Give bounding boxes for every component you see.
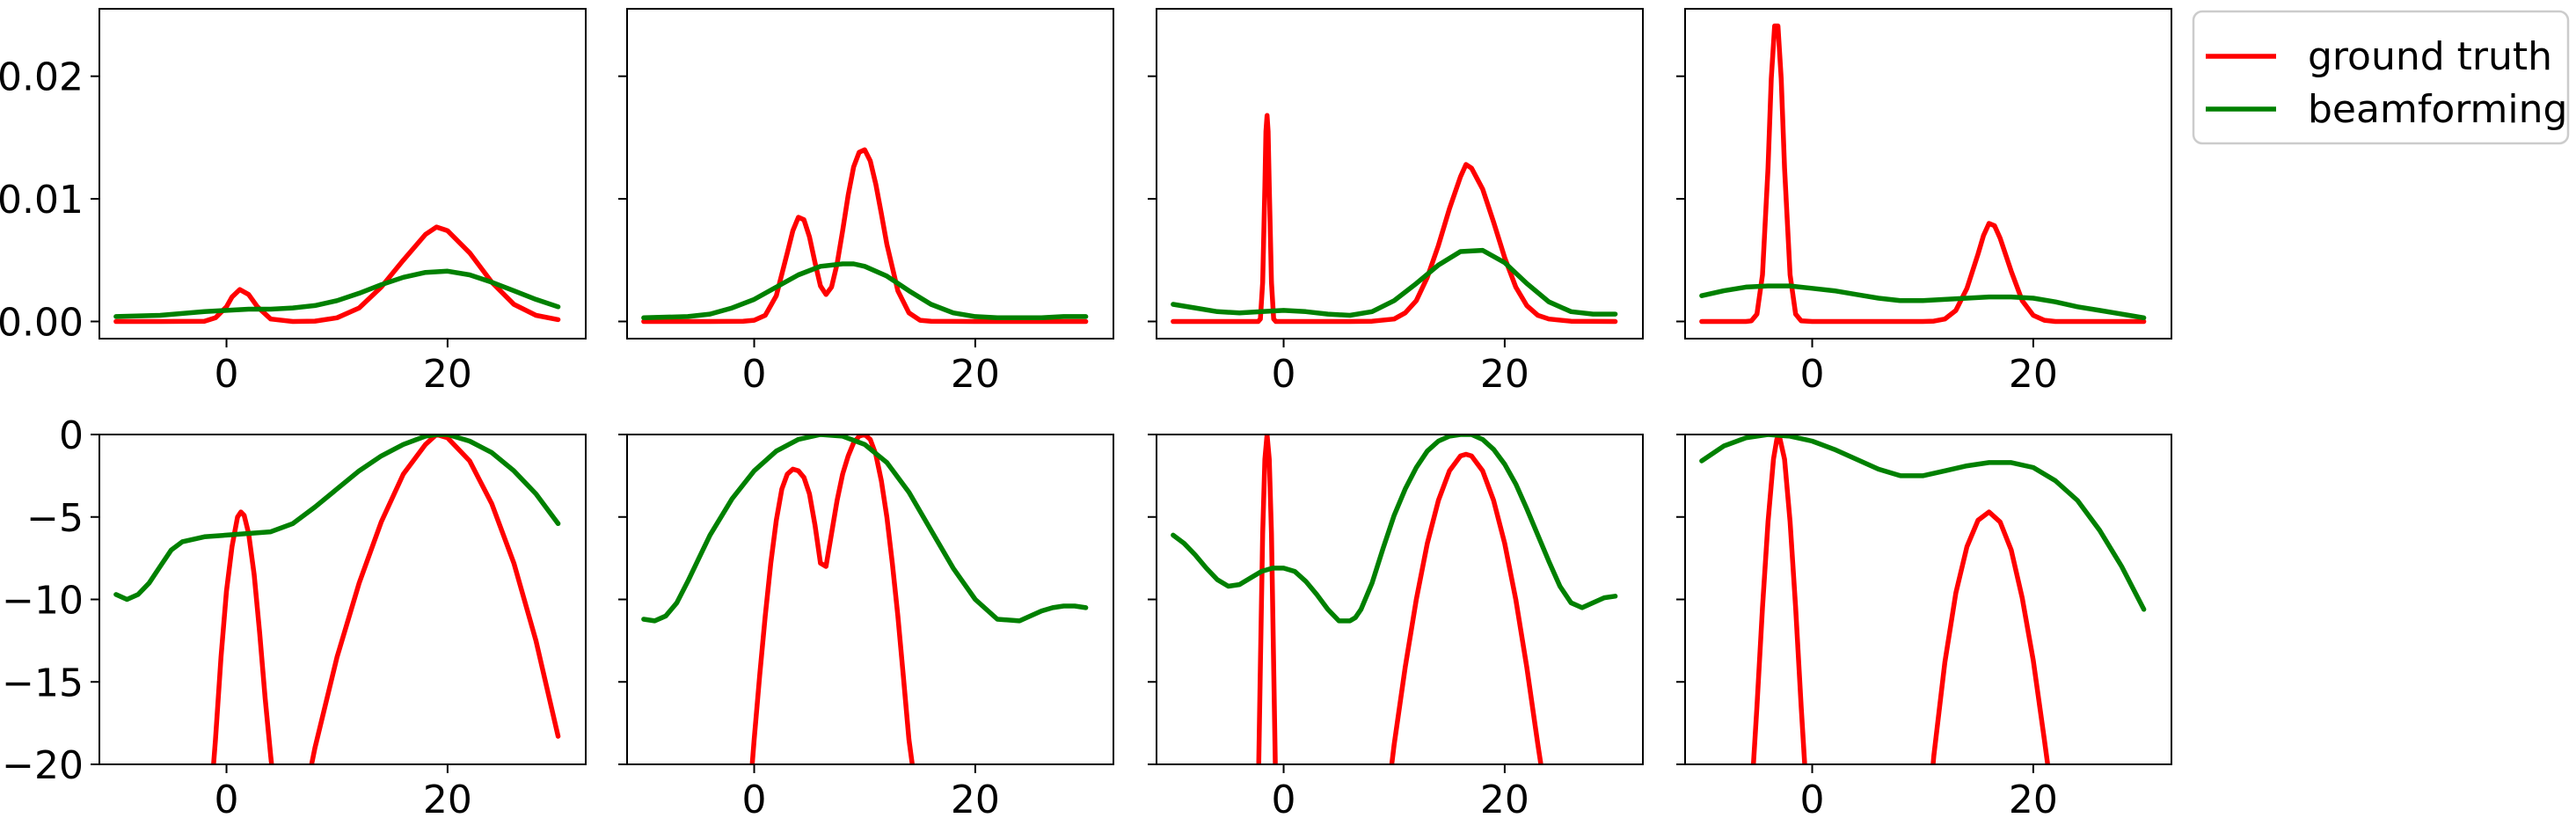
ground-truth-line (211, 509, 274, 764)
plot-area (113, 224, 561, 325)
subplot-grid: 0 200.000.010.020 20 0 20 0 200 200−5−10−15−200… (0, 8, 2172, 818)
y-tick-label: −5 (26, 496, 84, 541)
beamforming-line (113, 268, 561, 319)
x-tick-label: 20 (1480, 352, 1529, 397)
subplot-r0-c0: 0 20 0.00 0.01 0.02 (0, 8, 587, 397)
subplot-r0-c1: 0 20 (618, 8, 1114, 397)
subplot-r1-c0: 0 20 0 −5 −10 −15 −20 (2, 413, 587, 818)
legend: ground truth beamforming (2192, 10, 2570, 145)
x-tick-label: 20 (2009, 778, 2058, 818)
subplot-r1-c2: 0 20 (1148, 434, 1644, 818)
beamforming-line (1699, 283, 2147, 321)
y-tick-label: 0.01 (0, 178, 84, 223)
ground-truth-line (749, 435, 916, 764)
x-tick-label: 20 (951, 778, 1000, 818)
y-tick-label: 0 (59, 413, 84, 458)
y-tick-label: 0.02 (0, 55, 84, 100)
axes-frame (1156, 8, 1644, 340)
plot-area (641, 147, 1089, 325)
beamforming-line (1171, 247, 1618, 318)
axes-frame (99, 8, 587, 340)
x-tick-label: 20 (423, 778, 472, 818)
beamforming-line (641, 261, 1089, 321)
x-tick-label: 0 (742, 352, 767, 397)
beamforming-line (1171, 435, 1618, 624)
subplot-r0-c3: 0 20 (1676, 8, 2172, 397)
y-tick-label: −10 (2, 579, 84, 624)
ground-truth-line-segment-2 (1930, 509, 2051, 764)
legend-label-ground-truth: ground truth (2308, 34, 2552, 79)
plot-area (1171, 113, 1618, 325)
y-tick-label: −20 (2, 743, 84, 788)
y-tick-label: 0.00 (0, 300, 84, 345)
x-tick-label: 0 (215, 352, 239, 397)
ground-truth-line (1699, 23, 2147, 325)
ground-truth-line-segment-2 (1389, 451, 1543, 764)
beamforming-line (641, 435, 1089, 624)
x-tick-label: 20 (1480, 778, 1529, 818)
y-tick-label: −15 (2, 661, 84, 705)
x-tick-label: 0 (1272, 352, 1296, 397)
legend-label-beamforming: beamforming (2308, 87, 2567, 132)
x-tick-label: 0 (1800, 778, 1825, 818)
x-tick-label: 0 (215, 778, 239, 818)
plot-area (113, 435, 561, 764)
ground-truth-line (1171, 113, 1618, 325)
axes-frame (1684, 8, 2172, 340)
x-tick-label: 0 (1800, 352, 1825, 397)
beamforming-line (113, 435, 561, 603)
x-tick-label: 20 (951, 352, 1000, 397)
x-tick-label: 0 (1272, 778, 1296, 818)
subplot-r1-c3: 0 20 (1676, 434, 2172, 818)
x-tick-label: 20 (423, 352, 472, 397)
legend-frame (2192, 10, 2570, 145)
plot-area (641, 435, 1089, 764)
subplot-r0-c2: 0 20 (1148, 8, 1644, 397)
subplot-r1-c1: 0 20 (618, 434, 1114, 818)
plot-area (1699, 23, 2147, 325)
x-tick-label: 20 (2009, 352, 2058, 397)
x-tick-label: 0 (742, 778, 767, 818)
ground-truth-line (1256, 435, 1278, 764)
ground-truth-line-segment-2 (309, 435, 561, 764)
axes-frame (626, 8, 1114, 340)
plot-area (1171, 435, 1618, 764)
